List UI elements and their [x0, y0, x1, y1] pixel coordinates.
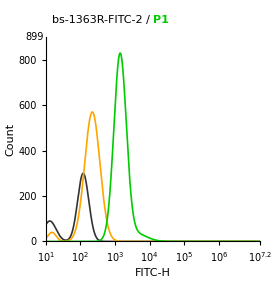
Y-axis label: Count: Count [6, 123, 16, 156]
Text: 899: 899 [25, 32, 44, 42]
Text: bs-1363R-FITC-2 /: bs-1363R-FITC-2 / [52, 15, 153, 25]
Text: P1: P1 [153, 15, 169, 25]
X-axis label: FITC-H: FITC-H [135, 268, 171, 278]
